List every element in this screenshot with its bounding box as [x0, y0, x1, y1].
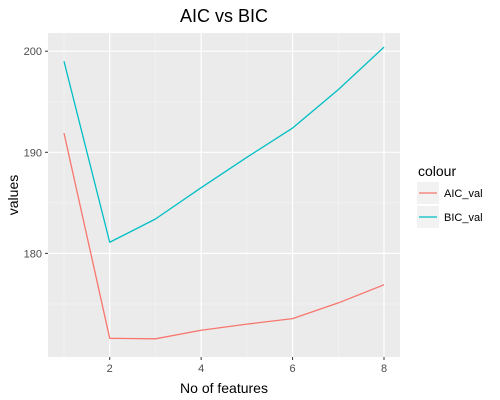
grid-major — [48, 33, 400, 357]
y-axis-title: values — [5, 175, 21, 215]
legend-label: AIC_val — [444, 188, 483, 200]
x-axis-ticks: 2 4 6 8 — [107, 357, 387, 375]
x-axis-title: No of features — [180, 380, 268, 396]
series-line-aic-val — [63, 132, 385, 340]
chart-title: AIC vs BIC — [180, 6, 268, 26]
x-tick-label: 6 — [290, 363, 296, 375]
y-tick-label: 180 — [24, 248, 42, 260]
legend-title: colour — [418, 163, 456, 179]
x-tick-label: 2 — [107, 363, 113, 375]
series-line-bic-val — [63, 46, 385, 243]
x-tick-label: 4 — [198, 363, 204, 375]
grid-minor — [48, 33, 400, 357]
y-tick-label: 200 — [24, 46, 42, 58]
y-tick-label: 190 — [24, 147, 42, 159]
series-lines — [63, 46, 385, 340]
legend-items: AIC_val BIC_val — [417, 182, 483, 228]
x-tick-label: 8 — [381, 363, 387, 375]
legend-label: BIC_val — [444, 212, 483, 224]
legend: colour AIC_val BIC_val — [417, 163, 483, 228]
y-axis-ticks: 180 190 200 — [24, 46, 48, 260]
